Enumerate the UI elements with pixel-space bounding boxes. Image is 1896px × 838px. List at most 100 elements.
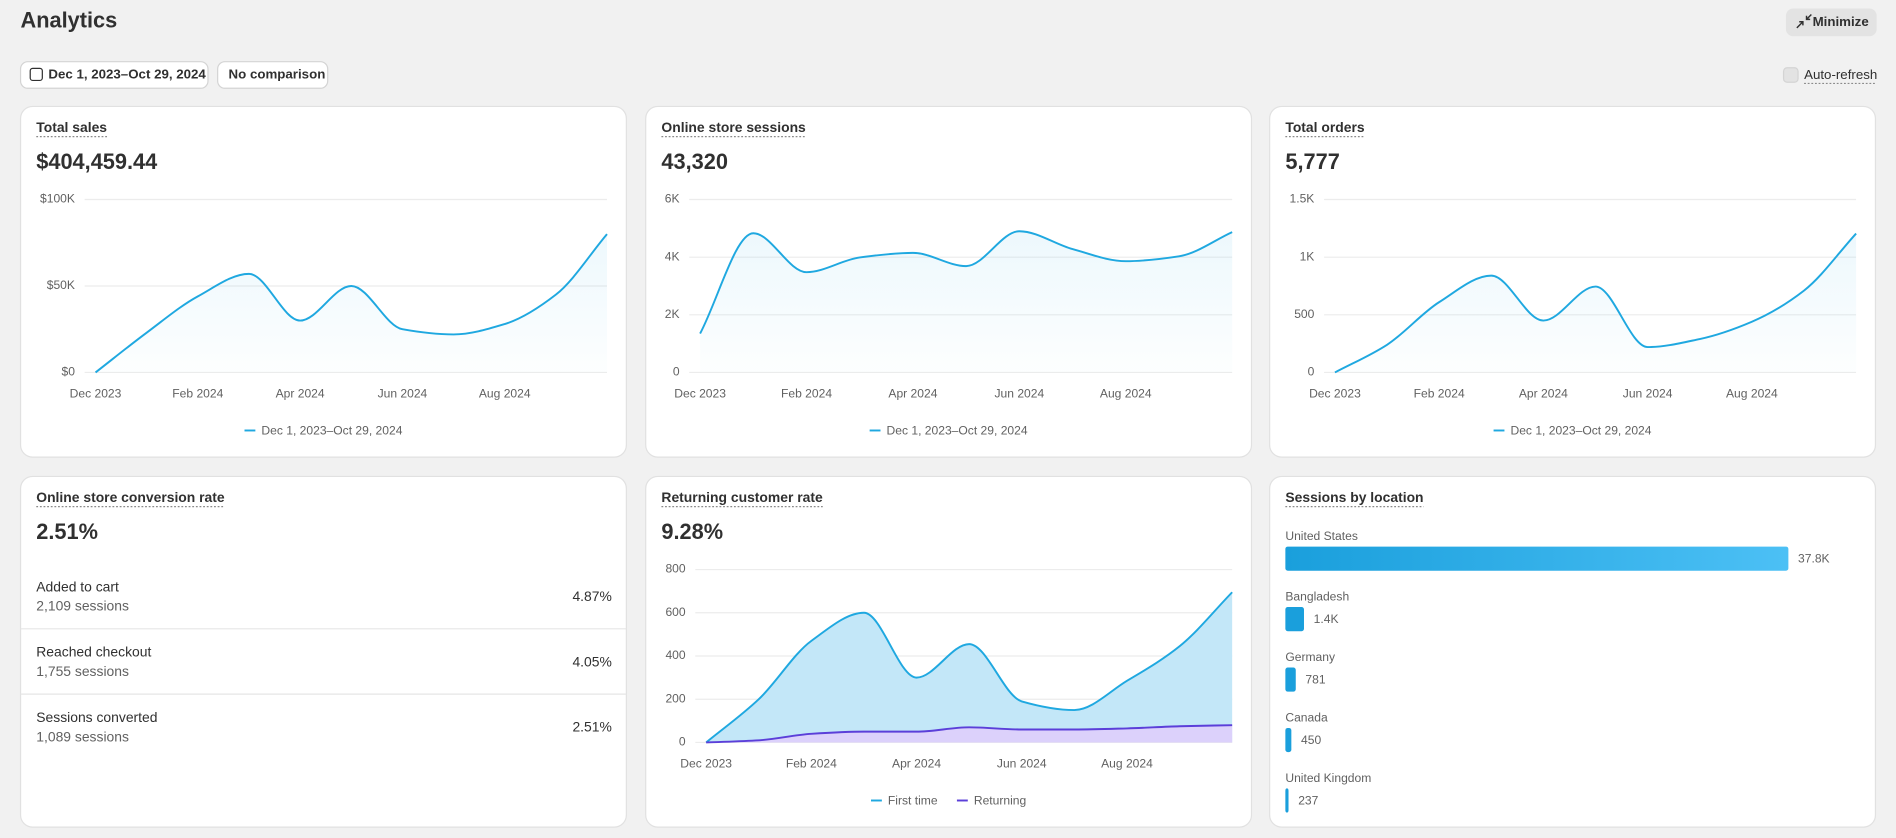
step-sessions: 1,089 sessions	[36, 728, 129, 744]
kpi-value: $404,459.44	[36, 149, 157, 174]
location-label: United Kingdom	[1285, 771, 1371, 785]
value-label: 781	[1305, 672, 1325, 686]
step-rate: 2.51%	[572, 719, 611, 735]
auto-refresh-label[interactable]: Auto-refresh	[1804, 67, 1877, 82]
card	[19, 475, 627, 828]
y-tick-label: 0	[679, 735, 686, 749]
value-label: 450	[1301, 733, 1321, 747]
x-tick-label: Apr 2024	[888, 386, 937, 400]
bar	[1285, 607, 1304, 632]
y-tick-label: 0	[673, 365, 680, 379]
y-tick-label: 6K	[665, 192, 680, 206]
location-label: United States	[1285, 529, 1358, 543]
bar	[1285, 546, 1789, 571]
x-tick-label: Dec 2023	[674, 386, 726, 400]
legend-label: Returning	[974, 793, 1026, 807]
y-tick-label: 2K	[665, 307, 680, 321]
line	[699, 230, 1233, 334]
date-button[interactable]	[19, 61, 209, 89]
location-label: Canada	[1285, 710, 1328, 724]
location-label: Germany	[1285, 650, 1336, 664]
x-tick-label: Feb 2024	[786, 756, 837, 770]
x-tick-label: Apr 2024	[276, 386, 325, 400]
area	[706, 592, 1233, 743]
y-tick-label: 1K	[1300, 249, 1315, 263]
bar	[1285, 667, 1296, 692]
kpi-value: 5,777	[1285, 149, 1339, 174]
location-label: Bangladesh	[1285, 590, 1349, 604]
x-tick-label: Apr 2024	[892, 756, 941, 770]
step-rate: 4.87%	[572, 588, 611, 604]
x-tick-label: Feb 2024	[172, 386, 223, 400]
value-label: 1.4K	[1314, 612, 1339, 626]
area	[95, 234, 608, 373]
line	[706, 724, 1233, 744]
card	[1269, 105, 1877, 458]
step-label: Sessions converted	[36, 709, 157, 725]
auto-refresh-checkbox[interactable]	[1782, 67, 1799, 83]
date-range[interactable]: Dec 1, 2023–Oct 29, 2024	[48, 67, 206, 82]
card-title: Sessions by location	[1285, 489, 1423, 505]
y-tick-label: 200	[665, 691, 685, 705]
y-tick-label: $100K	[40, 192, 75, 206]
y-tick-label: 600	[665, 605, 685, 619]
x-tick-label: Aug 2024	[1101, 756, 1153, 770]
x-tick-label: Dec 2023	[70, 386, 122, 400]
line	[94, 233, 608, 374]
y-tick-label: 1.5K	[1290, 192, 1315, 206]
legend-label: Dec 1, 2023–Oct 29, 2024	[261, 423, 402, 437]
y-tick-label: $0	[62, 365, 76, 379]
y-tick-label: 4K	[665, 249, 680, 263]
line	[705, 591, 1233, 744]
step-sessions: 2,109 sessions	[36, 598, 129, 614]
step-rate: 4.05%	[572, 653, 611, 669]
kpi-value: 43,320	[661, 149, 728, 174]
bar	[1285, 727, 1292, 753]
x-tick-label: Feb 2024	[1414, 386, 1465, 400]
area	[1334, 233, 1857, 373]
comparison[interactable]: No comparison	[229, 67, 326, 82]
legend-label: Dec 1, 2023–Oct 29, 2024	[887, 423, 1028, 437]
page-title: Analytics	[21, 8, 118, 33]
card-title: Returning customer rate	[661, 489, 823, 505]
x-tick-label: Dec 2023	[680, 756, 732, 770]
card	[645, 475, 1253, 828]
card-title: Online store sessions	[661, 119, 806, 135]
x-tick-label: Aug 2024	[1726, 386, 1778, 400]
bar	[1285, 788, 1289, 813]
comparison-button[interactable]	[217, 61, 329, 89]
card-title: Total orders	[1285, 119, 1365, 135]
x-tick-label: Jun 2024	[1623, 386, 1673, 400]
y-tick-label: 800	[665, 562, 685, 576]
y-tick-label: 400	[665, 648, 685, 662]
line	[1334, 232, 1857, 374]
card-title: Total sales	[36, 119, 107, 135]
minimize-label[interactable]: Minimize	[1813, 14, 1869, 29]
y-tick-label: 500	[1294, 307, 1314, 321]
value-label: 37.8K	[1798, 551, 1830, 565]
y-tick-label: 0	[1308, 365, 1315, 379]
minimize-icon	[1796, 14, 1812, 29]
x-tick-label: Jun 2024	[997, 756, 1047, 770]
step-label: Added to cart	[36, 578, 119, 594]
step-label: Reached checkout	[36, 644, 151, 660]
legend-label: Dec 1, 2023–Oct 29, 2024	[1510, 423, 1651, 437]
x-tick-label: Jun 2024	[378, 386, 428, 400]
card-title: Online store conversion rate	[36, 489, 225, 505]
kpi-value: 2.51%	[36, 519, 98, 544]
legend-label: First time	[888, 793, 938, 807]
step-sessions: 1,755 sessions	[36, 663, 129, 679]
value-label: 237	[1298, 793, 1318, 807]
minimize-button[interactable]	[1785, 8, 1877, 37]
x-tick-label: Apr 2024	[1519, 386, 1568, 400]
kpi-value: 9.28%	[661, 519, 723, 544]
y-tick-label: $50K	[47, 278, 75, 292]
calendar-icon	[29, 67, 43, 82]
x-tick-label: Jun 2024	[994, 386, 1044, 400]
x-tick-label: Dec 2023	[1309, 386, 1361, 400]
x-tick-label: Feb 2024	[781, 386, 832, 400]
x-tick-label: Aug 2024	[479, 386, 531, 400]
x-tick-label: Aug 2024	[1100, 386, 1152, 400]
